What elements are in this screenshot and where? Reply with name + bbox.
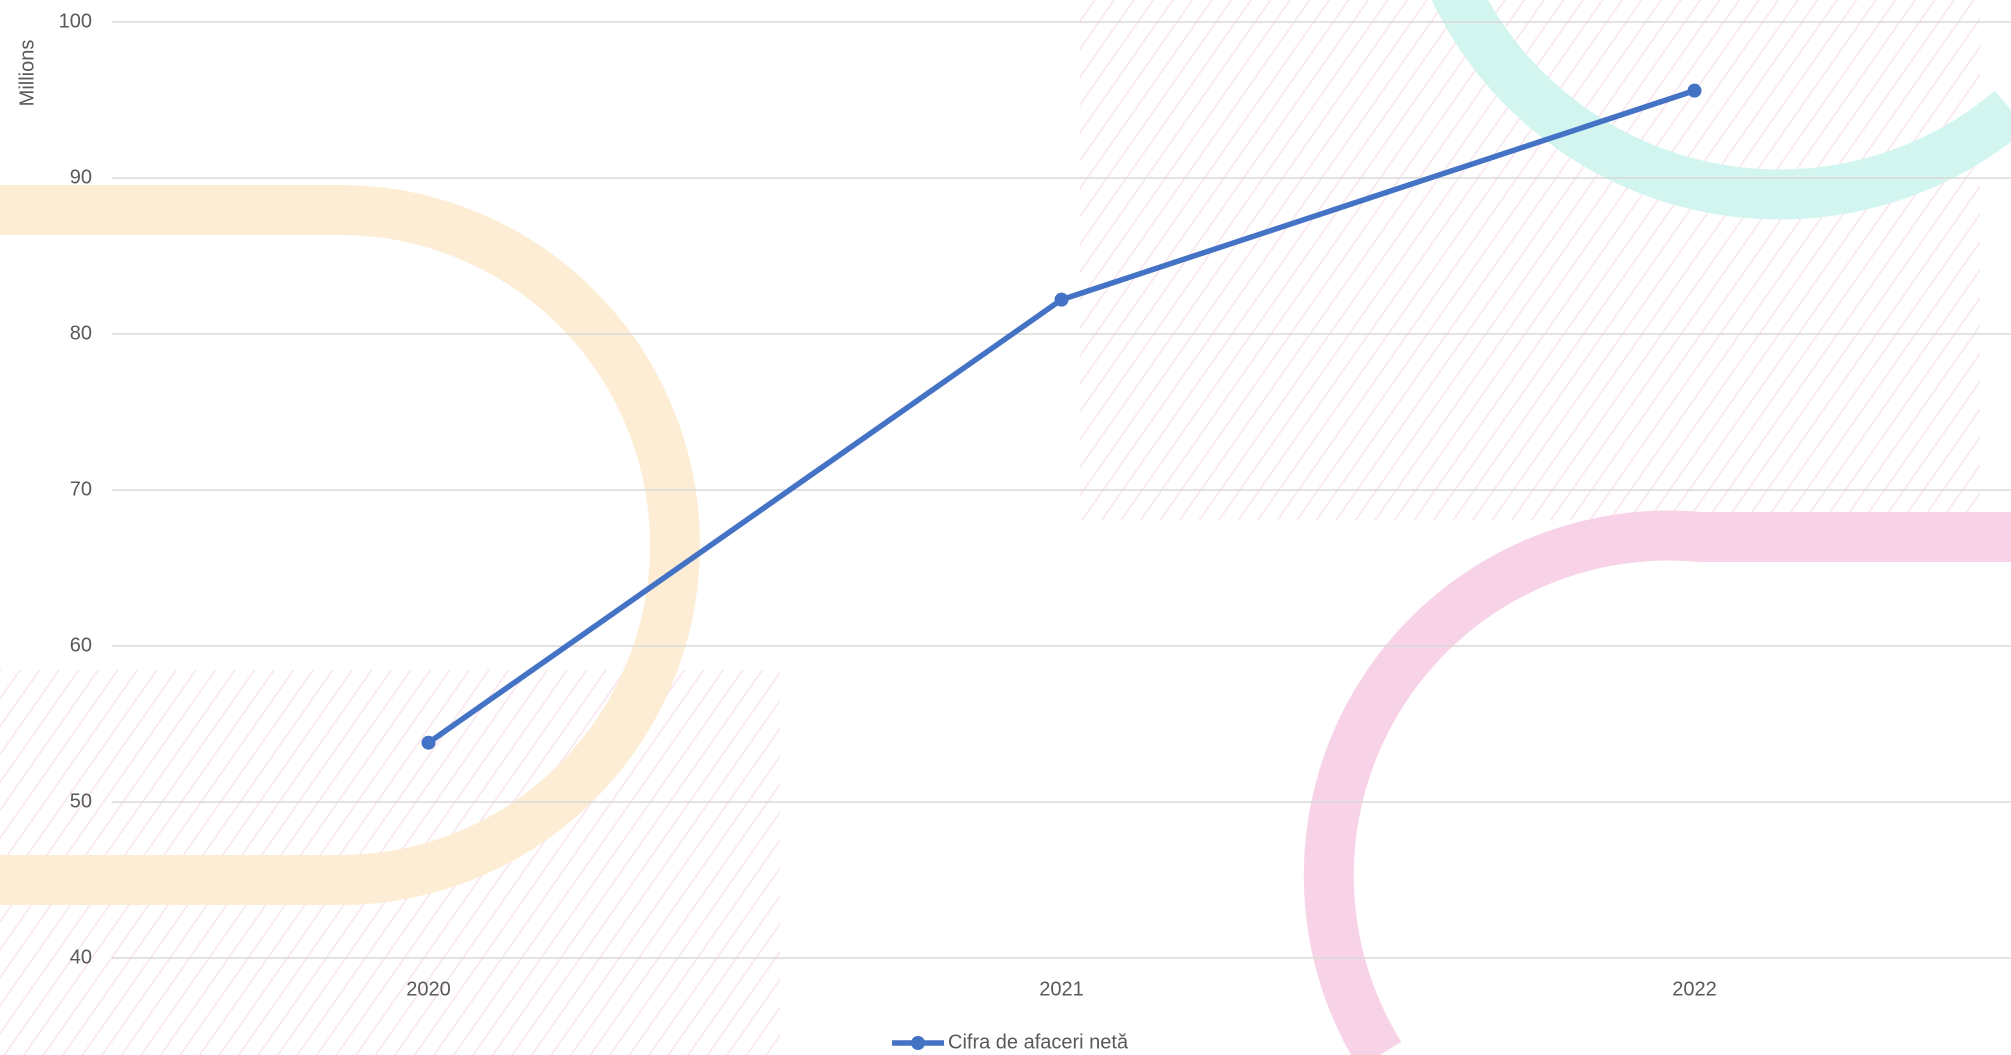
background-decoration — [0, 0, 2011, 1055]
x-tick-label: 2021 — [1039, 978, 1084, 1000]
arc — [1329, 536, 2011, 1055]
data-point — [422, 736, 436, 750]
y-tick-label: 40 — [70, 946, 92, 968]
legend-marker — [911, 1036, 925, 1050]
chart: Millions 40 50 60 70 80 90 100 2020 2021 2022 Cifr… — [0, 0, 2011, 1055]
y-tick-label: 90 — [70, 166, 92, 188]
y-tick-label: 50 — [70, 790, 92, 812]
y-tick-label: 60 — [70, 634, 92, 656]
y-tick-label: 70 — [70, 478, 92, 500]
page: {"chart_data": {"type": "line", "y_axis_… — [0, 0, 2011, 1055]
y-tick-label: 100 — [59, 10, 92, 32]
x-tick-label: 2022 — [1672, 978, 1717, 1000]
legend-label: Cifra de afaceri netă — [948, 1031, 1129, 1053]
data-point — [1055, 293, 1069, 307]
data-point — [1688, 84, 1702, 98]
y-axis-label: Millions — [16, 40, 38, 107]
x-tick-label: 2020 — [406, 978, 451, 1000]
y-tick-label: 80 — [70, 322, 92, 344]
